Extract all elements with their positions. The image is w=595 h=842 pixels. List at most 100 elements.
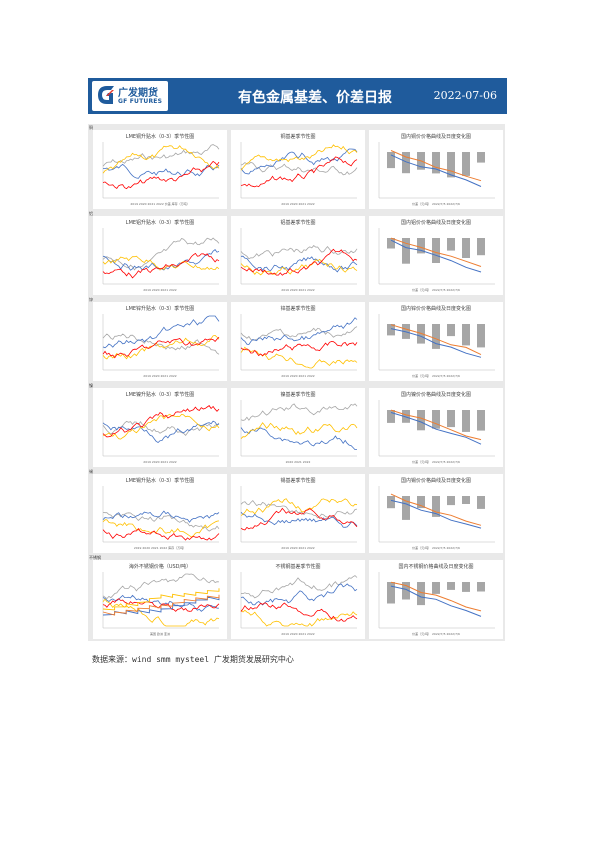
chart-plot-area: [240, 400, 358, 457]
metal-row-label: 镍: [89, 383, 93, 388]
chart-axes: [240, 228, 357, 285]
series-line: [240, 499, 358, 519]
series-line: [102, 413, 220, 440]
metal-row: 锡 LME锡升贴水（0-3）季节性图 2019 2020 2021 2022 库存（…: [88, 468, 505, 554]
chart-axes: [240, 314, 357, 371]
series-line: [102, 252, 220, 279]
chart-title: 国内铜价价格曲线及日度变化图: [400, 134, 471, 140]
spread-bar: [387, 152, 395, 169]
spread-bar: [387, 238, 395, 249]
series-line: [102, 598, 220, 627]
series-line: [102, 145, 220, 174]
price-curve-chart: 国内锡价价格曲线及日度变化图 价差（元/吨） 2022/7/5 2022/7/6: [369, 474, 503, 553]
chart-legend: 2020 2021 2022: [285, 460, 311, 464]
chart-axes: [378, 314, 495, 371]
report-header: 广发期货 GF FUTURES 有色金属基差、价差日报 2022-07-06: [88, 78, 507, 114]
chart-axes: [240, 142, 357, 199]
spread-bar: [417, 410, 425, 431]
chart-plot-area: [102, 572, 220, 629]
series-line: [240, 403, 358, 421]
chart-title: 国内锌价价格曲线及日度变化图: [400, 306, 471, 312]
series-line: [240, 575, 358, 599]
price-curve-line: [390, 239, 482, 273]
spread-bar: [432, 238, 440, 263]
basis-seasonal-chart: 锡基差季节性图 2019 2020 2021 2022: [231, 474, 365, 553]
spread-bar: [477, 324, 485, 348]
chart-plot-area: [102, 142, 220, 199]
series-line: [102, 336, 220, 359]
chart-plot-area: [378, 400, 495, 457]
series-line: [102, 315, 220, 349]
price-curve-line: [390, 324, 482, 356]
spread-bar: [432, 410, 440, 429]
metal-row: 铝 LME铝升贴水（0-3）季节性图 2019 2020 2021 2022 铝基差季…: [88, 210, 505, 296]
series-line: [240, 255, 358, 273]
price-curve-line: [390, 585, 482, 617]
basis-seasonal-chart: 锌基差季节性图 2019 2020 2021 2022: [231, 302, 365, 381]
chart-legend: 2019 2020 2021 2022: [281, 202, 315, 206]
series-line: [240, 161, 358, 176]
chart-title: 锌基差季节性图: [280, 306, 316, 312]
chart-plot-area: [240, 314, 358, 371]
metal-row-label: 铜: [89, 125, 93, 130]
chart-plot-area: [102, 314, 220, 371]
spread-bar: [462, 582, 470, 592]
chart-plot-area: [240, 228, 358, 285]
company-logo: 广发期货 GF FUTURES: [92, 81, 168, 111]
series-line: [240, 317, 358, 345]
series-line: [102, 237, 220, 271]
series-line: [240, 609, 358, 627]
chart-legend: 2019 2020 2021 2022: [281, 374, 315, 378]
chart-legend: 2019 2020 2021 2022: [143, 460, 177, 464]
spread-bar: [402, 152, 410, 174]
chart-title: 国内锡价价格曲线及日度变化图: [400, 478, 471, 484]
chart-plot-area: [102, 486, 220, 543]
spread-bar: [402, 238, 410, 264]
metal-row: 镍 LME镍升贴水（0-3）季节性图 2019 2020 2021 2022 镍基差季…: [88, 382, 505, 468]
data-source-note: 数据来源：wind smm mysteel 广发期货发展研究中心: [92, 655, 294, 664]
chart-title: LME镍升贴水（0-3）季节性图: [125, 392, 195, 398]
spread-bar: [447, 152, 455, 178]
chart-legend: 价差（元/吨） 2022/7/5 2022/7/6: [412, 546, 460, 550]
chart-plot-area: [378, 314, 495, 371]
spread-bar: [477, 582, 485, 592]
spread-bar: [402, 410, 410, 423]
chart-title: 不锈钢基差季节性图: [275, 564, 321, 570]
price-curve-line: [390, 412, 482, 445]
series-line: [240, 583, 358, 606]
price-curve-chart: 国内锌价价格曲线及日度变化图 价差（元/吨） 2022/7/5 2022/7/6: [369, 302, 503, 381]
series-line: [240, 148, 358, 175]
spread-bar: [447, 496, 455, 506]
spread-bar: [417, 582, 425, 606]
chart-axes: [240, 572, 357, 629]
chart-legend: 2019 2020 2021 2022: [281, 546, 315, 550]
chart-title: 铝基差季节性图: [280, 220, 316, 226]
chart-axes: [102, 314, 219, 371]
chart-title: 铜基差季节性图: [280, 134, 316, 140]
price-curve-chart: 国内不锈钢价格曲线及日度变化图 价差（元/吨） 2022/7/5 2022/7/6: [369, 560, 503, 639]
spread-bar: [447, 582, 455, 590]
chart-plot-area: [378, 486, 495, 543]
basis-seasonal-chart: 不锈钢基差季节性图 2019 2020 2021 2022: [231, 560, 365, 639]
spread-bar: [432, 152, 440, 174]
chart-legend: 价差（元/吨） 2022/7/5 2022/7/6: [412, 632, 460, 636]
metal-row-label: 锌: [89, 297, 93, 302]
series-line: [240, 248, 358, 276]
series-line: [240, 326, 358, 341]
series-line: [102, 512, 220, 532]
series-line: [240, 156, 358, 188]
spread-bar: [447, 238, 455, 251]
chart-axes: [378, 486, 495, 543]
chart-axes: [102, 572, 219, 629]
series-line: [240, 245, 358, 260]
series-line: [102, 160, 220, 190]
basis-seasonal-chart: 铝基差季节性图 2019 2020 2021 2022: [231, 216, 365, 295]
spread-bar: [447, 410, 455, 428]
series-line: [240, 427, 357, 450]
series-line: [102, 420, 220, 437]
series-line: [240, 511, 358, 528]
seasonal-spread-chart: LME铝升贴水（0-3）季节性图 2019 2020 2021 2022: [93, 216, 227, 295]
logo-english-text: GF FUTURES: [118, 98, 163, 105]
chart-legend: 价差（元/吨） 2022/7/5 2022/7/6: [412, 288, 460, 292]
price-curve-line: [390, 499, 482, 529]
